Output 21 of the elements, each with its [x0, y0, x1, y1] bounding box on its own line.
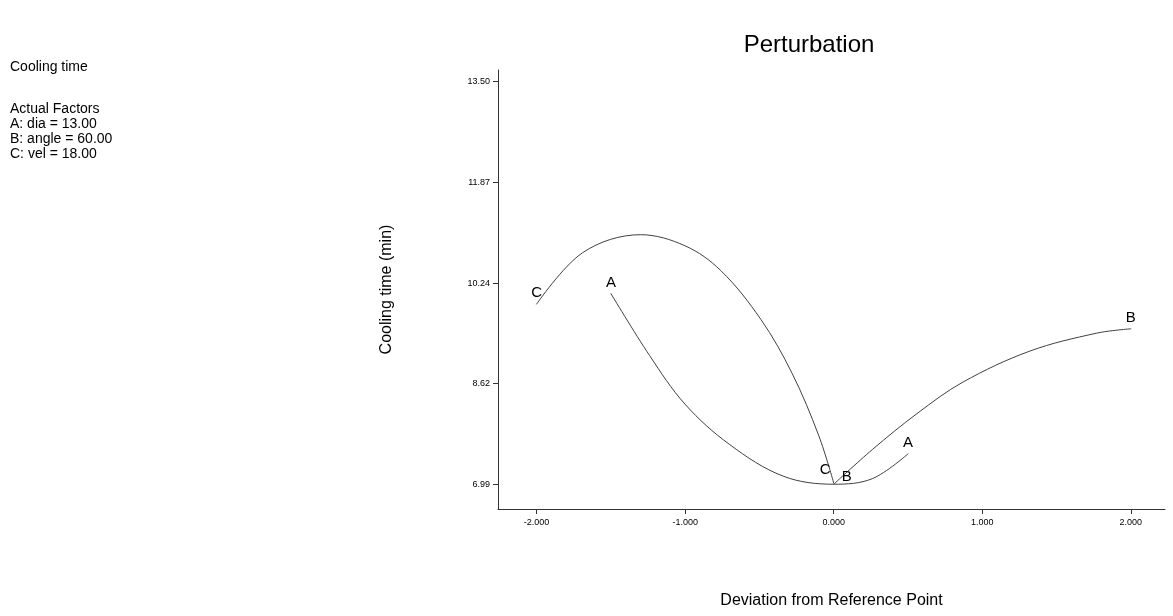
- text: C: [531, 283, 543, 301]
- y-tick-label: 11.87: [468, 177, 490, 188]
- text: A: [605, 272, 616, 290]
- series-label: B: [841, 467, 852, 485]
- chart-title: Perturbation: [743, 29, 875, 57]
- y-tick-label: 8.62: [472, 378, 490, 389]
- series-label: C: [819, 459, 831, 477]
- x-tick-label: -2.000: [523, 516, 550, 527]
- y-axis-title: Cooling time (min): [376, 224, 394, 355]
- text: Actual Factors A: dia = 13.00 B: angle = 60.00 C: vel = 18.00: [10, 99, 113, 161]
- series-label: A: [903, 432, 914, 450]
- x-tick-label: 1.000: [971, 516, 994, 527]
- y-tick-label: 6.99: [472, 479, 490, 490]
- text: B: [1125, 307, 1136, 325]
- y-tick-label: 13.50: [467, 76, 490, 87]
- x-tick-label: 0.000: [822, 516, 845, 527]
- text: Cooling time: [10, 57, 89, 74]
- y-tick-label: 10.24: [467, 278, 490, 288]
- x-tick-label: -1.000: [672, 516, 698, 527]
- x-axis-title: Deviation from Reference Point: [720, 590, 944, 608]
- x-tick-label: 2.000: [1119, 516, 1143, 527]
